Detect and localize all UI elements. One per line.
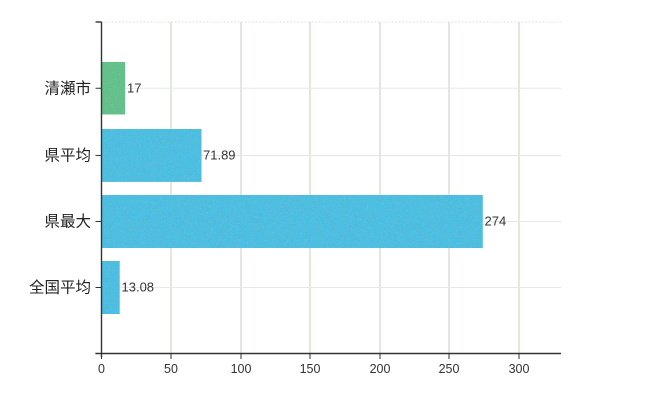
svg-text:150: 150 [300,362,321,376]
svg-text:17: 17 [127,81,141,96]
svg-text:県平均: 県平均 [44,147,91,165]
svg-text:100: 100 [231,362,252,376]
svg-text:全国平均: 全国平均 [29,279,91,297]
svg-text:300: 300 [509,362,530,376]
svg-text:200: 200 [370,362,391,376]
svg-text:13.08: 13.08 [122,280,155,295]
svg-text:清瀬市: 清瀬市 [44,80,91,98]
svg-text:250: 250 [439,362,460,376]
svg-text:274: 274 [485,214,507,229]
svg-text:71.89: 71.89 [203,148,236,163]
svg-text:50: 50 [164,362,178,376]
svg-text:0: 0 [98,362,105,376]
svg-text:県最大: 県最大 [44,213,91,231]
